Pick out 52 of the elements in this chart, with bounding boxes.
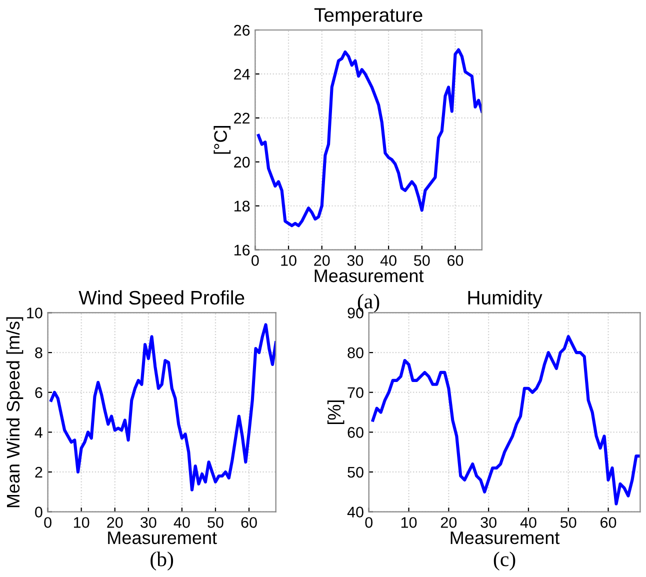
- text: (c): [494, 552, 516, 571]
- x-axis-title: Measurement: [108, 532, 217, 544]
- x-axis-title: Measurement: [450, 532, 560, 544]
- y-tick-label: 8: [35, 347, 42, 358]
- y-tick-label: 20: [234, 156, 250, 168]
- x-tick-label: 10: [281, 255, 296, 266]
- y-tick-label: 26: [234, 24, 250, 36]
- x-tick-label: 30: [140, 517, 156, 528]
- y-tick-label: 60: [348, 427, 364, 438]
- x-tick-label: 20: [314, 255, 330, 266]
- y-tick-label: 4: [34, 427, 42, 438]
- x-tick-label: 60: [448, 255, 464, 266]
- x-tick-label: 50: [208, 517, 224, 528]
- x-tick-label: 40: [520, 517, 536, 528]
- y-axis-title: [%]: [327, 400, 344, 424]
- y-tick-label: 24: [234, 68, 250, 80]
- x-tick-label: 30: [480, 517, 496, 528]
- chart-title: Humidity: [468, 290, 542, 308]
- x-axis-title: Measurement: [314, 270, 424, 282]
- x-tick-label: 0: [44, 517, 52, 528]
- x-tick-label: 60: [241, 517, 257, 528]
- x-tick-label: 50: [560, 517, 576, 528]
- y-tick-label: 0: [35, 506, 42, 518]
- y-tick-label: 40: [347, 506, 364, 518]
- line-series: [50, 323, 276, 492]
- y-tick-label: 6: [35, 387, 42, 398]
- y-tick-label: 16: [234, 244, 250, 256]
- x-tick-label: 40: [174, 517, 190, 528]
- y-tick-label: 10: [27, 308, 42, 318]
- x-tick-label: 30: [347, 255, 364, 266]
- chart-title: Temperature: [314, 8, 422, 26]
- x-tick-label: 0: [365, 517, 373, 528]
- y-tick-label: 2: [35, 466, 42, 478]
- y-tick-label: 80: [348, 347, 364, 358]
- x-tick-label: 40: [380, 255, 396, 266]
- x-tick-label: 0: [252, 255, 259, 266]
- x-tick-label: 10: [401, 517, 417, 528]
- x-tick-label: 20: [107, 517, 123, 528]
- y-tick-label: 22: [234, 112, 250, 124]
- x-tick-label: 10: [74, 517, 90, 528]
- y-tick-label: 18: [234, 200, 250, 212]
- text: (b): [150, 552, 174, 571]
- line-series: [256, 48, 482, 228]
- x-tick-label: 50: [414, 255, 430, 266]
- x-tick-label: 20: [440, 517, 457, 528]
- y-axis-title: Mean Wind Speed [m/s]: [6, 317, 24, 508]
- chart-title: Wind Speed Profile: [78, 290, 244, 308]
- y-axis-title: [°C]: [214, 126, 231, 154]
- y-tick-label: 50: [348, 466, 364, 478]
- line-series: [371, 335, 640, 506]
- y-tick-label: 70: [348, 387, 364, 398]
- x-tick-label: 60: [600, 517, 616, 528]
